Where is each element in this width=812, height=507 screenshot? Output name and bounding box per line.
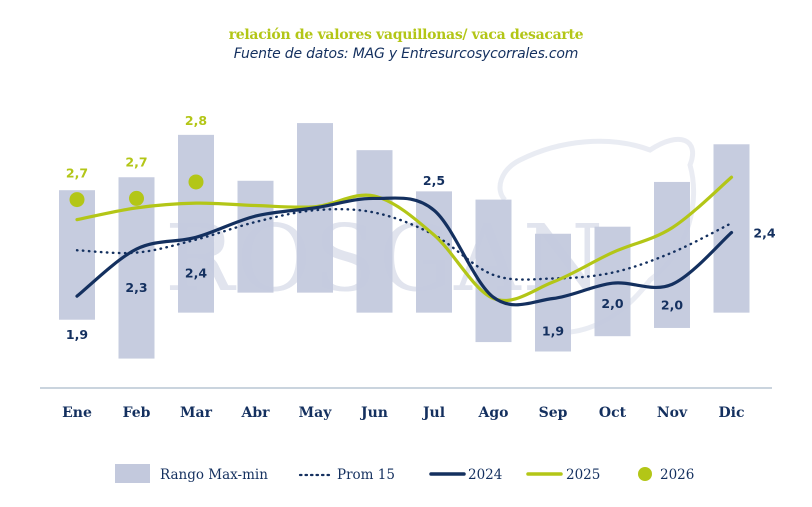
range-bar-ene: [59, 190, 95, 320]
range-bar-abr: [237, 180, 274, 293]
range-bar-sep: [535, 233, 571, 352]
data-label-2024-dic: 2,4: [753, 226, 775, 241]
legend-label-2024: 2024: [468, 467, 502, 483]
data-label-2026-mar: 2,8: [185, 113, 207, 128]
x-tick-label-sep: Sep: [539, 405, 568, 421]
series-line-2025: [75, 175, 734, 303]
x-tick-label-abr: Abr: [240, 405, 270, 421]
x-tick-label-dic: Dic: [719, 405, 745, 421]
chart-subtitle: Fuente de datos: MAG y Entresurcosycorra…: [233, 46, 579, 62]
legend-swatch-2026: [638, 467, 652, 481]
x-tick-label-feb: Feb: [123, 405, 151, 421]
x-tick-label-nov: Nov: [657, 405, 688, 421]
data-label-2024-nov: 2,0: [661, 297, 683, 312]
x-tick-label-jun: Jun: [359, 405, 388, 421]
x-tick-label-oct: Oct: [599, 405, 627, 421]
range-bar-ago: [475, 199, 512, 343]
chart-title: relación de valores vaquillonas/ vaca de…: [228, 27, 584, 43]
data-label-2026-ene: 2,7: [66, 166, 88, 181]
x-tick-label-ago: Ago: [478, 405, 509, 421]
data-label-2026-feb: 2,7: [125, 154, 147, 169]
range-bar-oct: [594, 226, 631, 337]
data-label-2024-jul: 2,5: [423, 173, 445, 188]
point-2026-ene: [69, 192, 85, 208]
series-line-prom-15: [75, 207, 733, 281]
legend-label-range: Rango Max-min: [160, 467, 268, 483]
data-label-2024-mar: 2,4: [185, 265, 207, 280]
legend-label-2025: 2025: [566, 467, 600, 483]
legend-swatch-range: [115, 464, 150, 483]
legend-label-2026: 2026: [660, 467, 694, 483]
x-tick-label-mar: Mar: [180, 405, 213, 421]
x-tick-label-may: May: [299, 405, 333, 421]
x-tick-label-ene: Ene: [62, 405, 92, 421]
point-2026-feb: [129, 190, 144, 206]
legend-label-prom15: Prom 15: [337, 467, 395, 483]
range-bar-nov: [654, 181, 690, 328]
legend: Rango Max-min Prom 15 2024 2025 2026: [115, 464, 694, 483]
data-label-2024-ene: 1,9: [66, 327, 88, 342]
x-tick-label-jul: Jul: [421, 405, 445, 421]
range-bar-dic: [713, 144, 750, 313]
range-bar-jun: [356, 150, 393, 313]
range-bar-mar: [178, 134, 214, 313]
data-label-2024-oct: 2,0: [601, 296, 623, 311]
point-2026-mar: [188, 174, 204, 190]
data-label-2024-sep: 1,9: [542, 324, 564, 339]
series-line-2024: [75, 196, 734, 307]
data-label-2024-feb: 2,3: [125, 280, 147, 295]
